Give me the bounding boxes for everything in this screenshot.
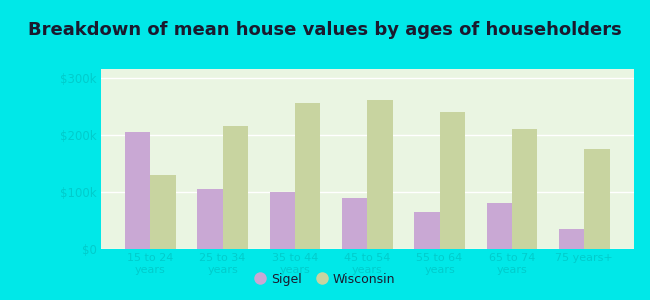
- Bar: [295, 103, 320, 249]
- Bar: [125, 132, 150, 249]
- Bar: [487, 203, 512, 249]
- Bar: [270, 192, 295, 249]
- Bar: [222, 126, 248, 249]
- Bar: [198, 189, 222, 249]
- Text: Breakdown of mean house values by ages of householders: Breakdown of mean house values by ages o…: [28, 21, 622, 39]
- Bar: [342, 198, 367, 249]
- Bar: [584, 149, 610, 249]
- Bar: [512, 129, 537, 249]
- Bar: [439, 112, 465, 249]
- Legend: Sigel, Wisconsin: Sigel, Wisconsin: [250, 268, 400, 291]
- Bar: [414, 212, 439, 249]
- Bar: [559, 229, 584, 249]
- Bar: [367, 100, 393, 249]
- Bar: [150, 175, 176, 249]
